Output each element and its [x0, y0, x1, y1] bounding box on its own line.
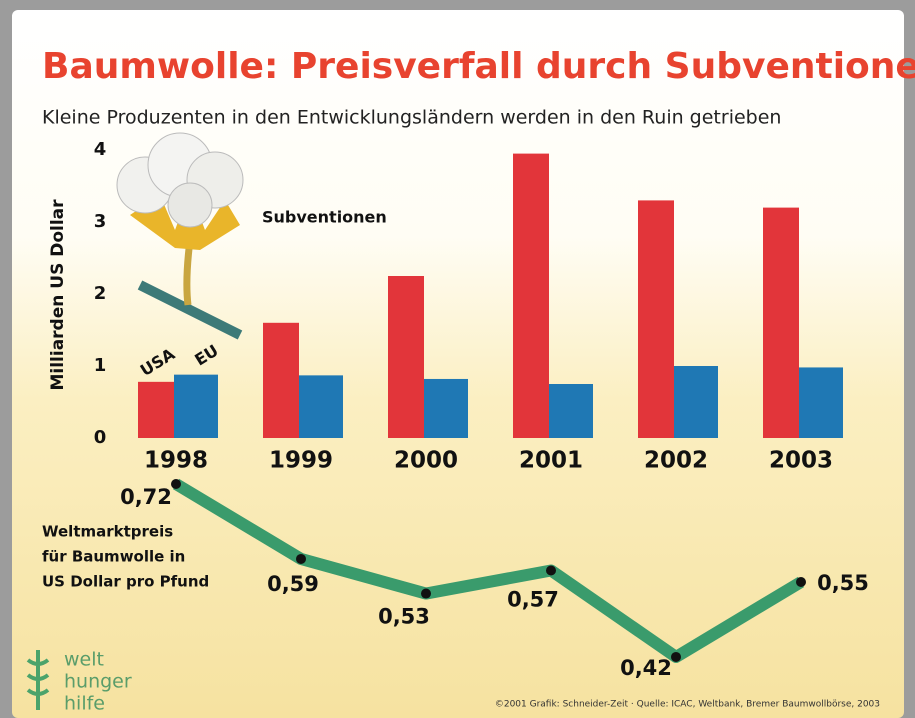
price-point	[171, 478, 181, 489]
price-point	[671, 651, 681, 662]
value-label: 0,59	[267, 572, 319, 596]
y-tick-label: 2	[94, 283, 107, 304]
y-tick-label: 1	[94, 355, 107, 376]
bar	[799, 367, 843, 438]
bar	[549, 384, 593, 438]
bar	[263, 322, 299, 438]
title: Baumwolle: Preisverfall durch Subvention…	[42, 46, 915, 87]
price-point	[546, 565, 556, 576]
subsidy-annotation: Subventionen	[262, 208, 387, 227]
x-tick-label: 1999	[269, 448, 333, 474]
cotton-illustration	[116, 132, 244, 340]
value-label: 0,72	[120, 485, 172, 509]
logo-text: hunger	[64, 671, 132, 693]
bar	[674, 366, 718, 438]
y-axis-label: Milliarden US Dollar	[48, 199, 68, 391]
bar	[388, 276, 424, 438]
bar	[424, 378, 468, 438]
y-tick-label: 4	[94, 139, 107, 160]
price-annotation: für Baumwolle in	[42, 548, 185, 566]
bar	[763, 207, 799, 438]
price-point	[796, 577, 806, 588]
price-annotation: Weltmarktpreis	[42, 523, 173, 541]
value-label: 0,55	[817, 571, 869, 595]
price-annotation: US Dollar pro Pfund	[42, 573, 209, 591]
source: ©2001 Grafik: Schneider-Zeit · Quelle: I…	[495, 700, 880, 710]
x-tick-label: 2002	[644, 448, 708, 474]
y-tick-label: 0	[94, 427, 107, 448]
bar	[299, 375, 343, 438]
price-point	[421, 588, 431, 599]
logo-text: welt	[64, 649, 104, 671]
x-tick-label: 2003	[769, 448, 833, 474]
x-tick-label: 1998	[144, 448, 208, 474]
bar	[174, 374, 218, 438]
bar	[638, 200, 674, 438]
subtitle: Kleine Produzenten in den Entwicklungslä…	[42, 107, 781, 129]
logo-text: hilfe	[64, 693, 105, 715]
value-label: 0,53	[378, 605, 430, 629]
bar	[513, 153, 549, 438]
bar	[138, 381, 174, 438]
logo-icon	[26, 650, 50, 710]
price-point	[296, 553, 306, 564]
value-label: 0,42	[620, 656, 672, 680]
x-tick-label: 2001	[519, 448, 583, 474]
value-label: 0,57	[507, 587, 559, 611]
price-line	[172, 478, 805, 663]
y-tick-label: 3	[94, 211, 107, 232]
x-tick-label: 2000	[394, 448, 458, 474]
